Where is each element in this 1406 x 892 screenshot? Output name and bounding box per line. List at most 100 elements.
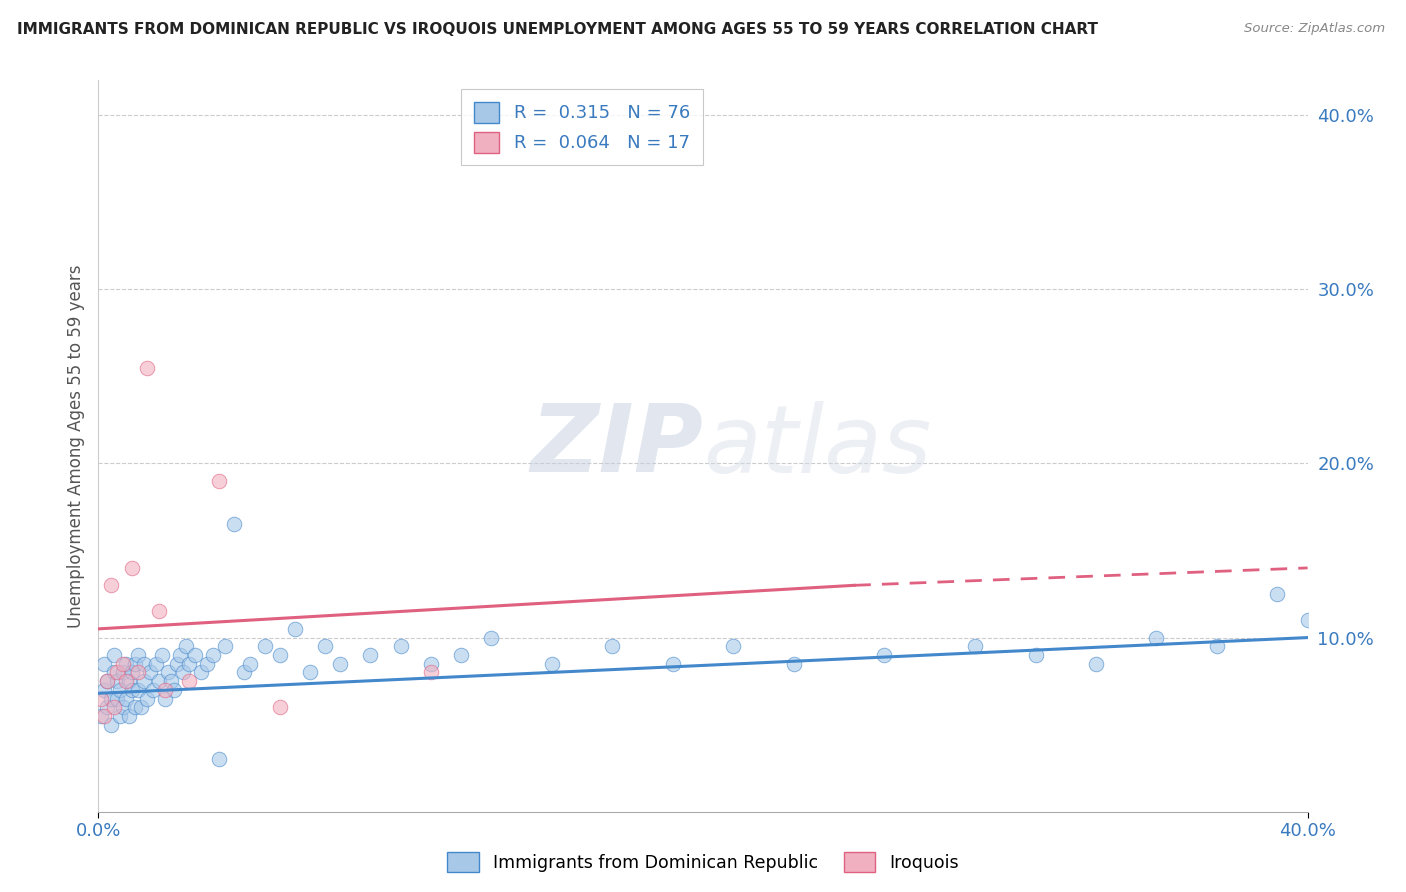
Point (179, 674, 201, 689)
Point (100, 578, 122, 592)
Point (195, 657, 218, 671)
Point (179, 657, 201, 671)
Point (1267, 587, 1289, 601)
Point (145, 657, 167, 671)
Point (108, 682, 131, 697)
Point (148, 674, 170, 689)
Point (602, 640, 624, 654)
Point (93, 682, 115, 697)
Point (1206, 640, 1229, 654)
Point (360, 648, 382, 662)
Point (129, 700, 152, 714)
Point (96, 700, 118, 714)
Point (153, 691, 176, 706)
Point (105, 665, 128, 680)
Point (239, 657, 262, 671)
Point (118, 709, 141, 723)
Point (253, 640, 276, 654)
Point (124, 657, 146, 671)
Point (184, 648, 207, 662)
Point (105, 674, 128, 689)
Point (783, 657, 806, 671)
Point (132, 657, 155, 671)
Point (166, 657, 188, 671)
Point (111, 657, 134, 671)
Point (135, 360, 157, 375)
Point (150, 648, 173, 662)
Point (208, 752, 231, 766)
Point (540, 657, 562, 671)
Point (450, 648, 472, 662)
Point (114, 674, 136, 689)
Point (127, 682, 149, 697)
Point (100, 717, 122, 731)
Point (169, 648, 191, 662)
Text: Source: ZipAtlas.com: Source: ZipAtlas.com (1244, 22, 1385, 36)
Point (481, 631, 503, 645)
Point (269, 648, 291, 662)
Point (202, 648, 225, 662)
Point (103, 648, 125, 662)
Point (190, 665, 212, 680)
Point (121, 665, 143, 680)
Point (420, 657, 443, 671)
Point (96, 674, 118, 689)
Point (111, 665, 134, 680)
Point (139, 665, 162, 680)
Point (135, 691, 157, 706)
Point (389, 640, 412, 654)
Point (103, 700, 125, 714)
Point (163, 682, 186, 697)
Point (153, 682, 176, 697)
Point (1144, 631, 1167, 645)
Point (114, 657, 136, 671)
Point (224, 517, 246, 532)
Point (121, 682, 143, 697)
Point (1024, 648, 1046, 662)
Point (1085, 657, 1108, 671)
Point (723, 640, 745, 654)
Point (661, 657, 683, 671)
Point (142, 682, 165, 697)
Point (90, 691, 112, 706)
Point (284, 622, 307, 636)
Point (108, 709, 131, 723)
Legend: R =  0.315   N = 76, R =  0.064   N = 17: R = 0.315 N = 76, R = 0.064 N = 17 (461, 89, 703, 165)
Point (93, 657, 115, 671)
Point (172, 665, 194, 680)
Point (208, 474, 231, 488)
Point (114, 691, 136, 706)
Legend: Immigrants from Dominican Republic, Iroquois: Immigrants from Dominican Republic, Iroq… (440, 845, 966, 879)
Point (873, 648, 896, 662)
Point (314, 640, 336, 654)
Point (174, 640, 197, 654)
Point (111, 700, 134, 714)
Point (93, 709, 115, 723)
Point (96, 674, 118, 689)
Point (156, 665, 179, 680)
Point (1296, 613, 1319, 627)
Point (214, 640, 236, 654)
Point (100, 691, 122, 706)
Point (269, 700, 291, 714)
Point (160, 674, 183, 689)
Text: IMMIGRANTS FROM DOMINICAN REPUBLIC VS IROQUOIS UNEMPLOYMENT AMONG AGES 55 TO 59 : IMMIGRANTS FROM DOMINICAN REPUBLIC VS IR… (17, 22, 1098, 37)
Point (105, 691, 128, 706)
Point (90, 709, 112, 723)
Point (965, 640, 987, 654)
Point (148, 604, 170, 618)
Text: atlas: atlas (703, 401, 931, 491)
Point (132, 674, 155, 689)
Y-axis label: Unemployment Among Ages 55 to 59 years: Unemployment Among Ages 55 to 59 years (66, 264, 84, 628)
Point (121, 561, 143, 575)
Point (127, 648, 149, 662)
Point (329, 657, 352, 671)
Point (124, 700, 146, 714)
Point (232, 665, 254, 680)
Point (103, 665, 125, 680)
Point (127, 665, 149, 680)
Point (118, 674, 141, 689)
Point (299, 665, 322, 680)
Point (420, 665, 443, 680)
Text: ZIP: ZIP (530, 400, 703, 492)
